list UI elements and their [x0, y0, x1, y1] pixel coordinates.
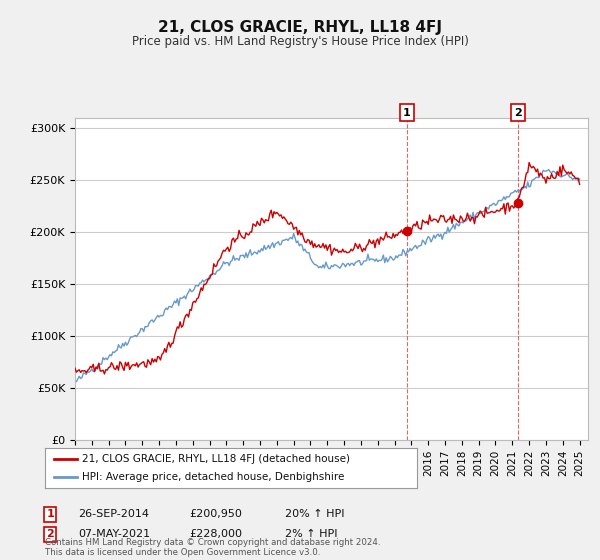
- Text: £200,950: £200,950: [189, 509, 242, 519]
- Text: 07-MAY-2021: 07-MAY-2021: [78, 529, 150, 539]
- Text: 1: 1: [403, 108, 411, 118]
- Text: 1: 1: [46, 509, 54, 519]
- Text: HPI: Average price, detached house, Denbighshire: HPI: Average price, detached house, Denb…: [82, 473, 344, 482]
- Text: 21, CLOS GRACIE, RHYL, LL18 4FJ: 21, CLOS GRACIE, RHYL, LL18 4FJ: [158, 20, 442, 35]
- Text: £228,000: £228,000: [189, 529, 242, 539]
- Text: 20% ↑ HPI: 20% ↑ HPI: [285, 509, 344, 519]
- Text: 21, CLOS GRACIE, RHYL, LL18 4FJ (detached house): 21, CLOS GRACIE, RHYL, LL18 4FJ (detache…: [82, 454, 350, 464]
- Text: 2% ↑ HPI: 2% ↑ HPI: [285, 529, 337, 539]
- Text: 2: 2: [46, 529, 54, 539]
- Text: Price paid vs. HM Land Registry's House Price Index (HPI): Price paid vs. HM Land Registry's House …: [131, 35, 469, 48]
- Text: 2: 2: [514, 108, 522, 118]
- Text: 26-SEP-2014: 26-SEP-2014: [78, 509, 149, 519]
- Text: Contains HM Land Registry data © Crown copyright and database right 2024.
This d: Contains HM Land Registry data © Crown c…: [45, 538, 380, 557]
